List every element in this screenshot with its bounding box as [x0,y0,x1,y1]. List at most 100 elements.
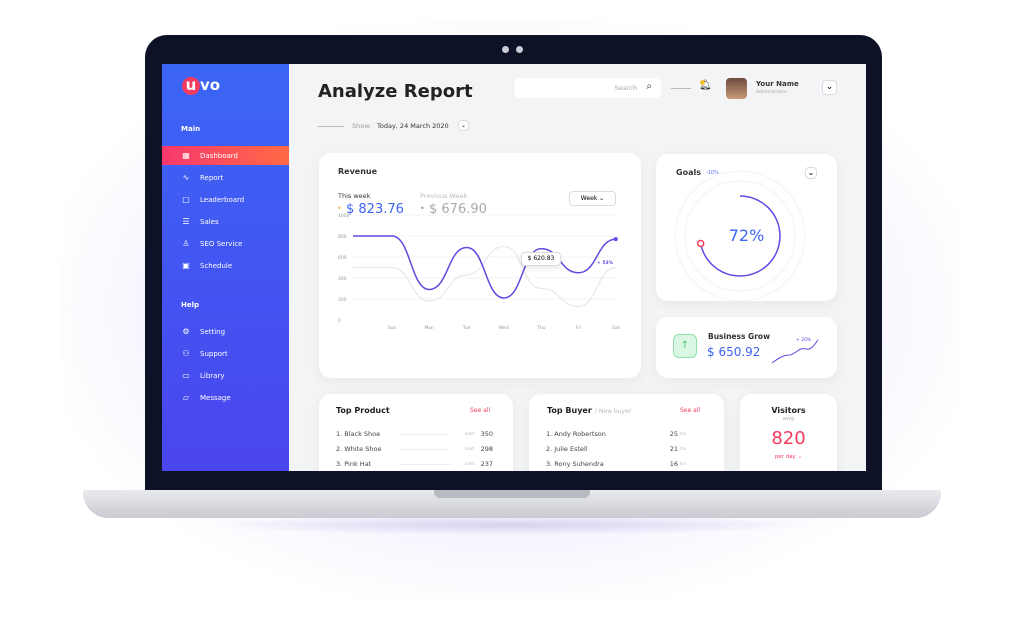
item-value: 237 [480,460,493,468]
dashboard-screen: u vo Main ▦ Dashboard ∿ Report ▢ Leaderboard ☰ S… [162,64,866,471]
chevron-down-icon: ⌄ [460,122,467,129]
sidebar-item-sales[interactable]: ☰ Sales [162,212,289,231]
item-name: 1. Black Shoe [336,430,381,438]
business-grow-card: ↑ Business Grow $ 650.92 + 20% [656,317,837,378]
sidebar-item-message[interactable]: ▱ Message [162,388,289,407]
item-bar [400,448,450,450]
sidebar-item-library[interactable]: ▭ Library [162,366,289,385]
sidebar-item-label: SEO Service [200,239,243,248]
y-tick-label: 200 [338,297,347,303]
search-input[interactable]: Search ⌕ [514,78,661,98]
list-item[interactable]: 3. Pink Hat sold 237 [336,460,496,468]
goals-dropdown[interactable]: ⌄ [805,167,817,179]
this-week-dot: • [337,204,342,213]
goals-marker [696,239,705,248]
top-product-title: Top Product [336,406,390,415]
visitors-value: 820 [771,428,806,449]
series-line-this-week [353,235,616,299]
chevron-down-icon: ⌄ [797,454,803,460]
camera-dot [502,46,509,53]
page-title: Analyze Report [318,81,473,102]
this-week-label: This week [338,192,371,200]
arrow-up-icon: ↑ [673,334,697,358]
visitors-period-dropdown[interactable]: per day ⌄ [774,454,803,460]
list-item[interactable]: 3. Rony Suhendra trx 16 [546,460,706,468]
x-tick-label: Sat [612,325,620,331]
section-main-label: Main [181,125,201,133]
bell-icon[interactable]: 🔔︎ [699,80,712,91]
business-sparkline [771,339,819,364]
series-line-previous-week [352,245,616,307]
list-item[interactable]: 1. Black Shoe sold 350 [336,430,496,438]
sidebar-item-label: Library [200,371,225,380]
sidebar-item-report[interactable]: ∿ Report [162,168,289,187]
laptop-notch [434,490,590,498]
item-name: 3. Pink Hat [336,460,372,468]
users-icon: ⚇ [182,349,190,358]
item-name: 1. Andy Robertson [546,430,606,438]
gear-icon: ⚙ [182,327,190,336]
sidebar-item-label: Sales [200,217,219,226]
list-item[interactable]: 2. White Shoe sold 298 [336,445,496,453]
business-change: + 20% [796,338,812,343]
prev-week-value: $ 676.90 [429,202,487,217]
item-unit: sold [464,446,474,452]
business-title: Business Grow [708,332,770,341]
section-help-label: Help [181,301,200,309]
sidebar-item-dashboard[interactable]: ▦ Dashboard [162,146,289,165]
y-tick-label: 1000 [338,213,350,219]
chevron-down-icon: ⌄ [807,168,815,177]
top-buyer-title: Top Buyer [547,406,592,415]
revenue-chart: 0 200 400 600 800 1000 Sun Mon Tue Wed Thu Fri Sat [338,213,620,331]
list-item[interactable]: 1. Andy Robertson trx 25 [546,430,706,438]
sidebar-item-label: Report [200,173,224,182]
x-tick-label: Mon [425,325,435,331]
prev-week-dot: • [420,204,425,213]
top-buyer-subtitle[interactable]: / New buyer [595,408,632,415]
item-value: 298 [480,445,493,453]
show-label: Show: [352,122,372,130]
date-dropdown[interactable]: ⌄ [458,120,469,131]
item-value: 350 [480,430,493,438]
series-end-point [613,237,618,242]
sidebar-item-support[interactable]: ⚇ Support [162,344,289,363]
item-name: 2. Julie Estell [546,445,588,453]
visitors-title: Visitors [771,406,806,415]
revenue-card: Revenue This week • $ 823.76 Previous We… [319,153,641,378]
sidebar-item-seo-service[interactable]: ♙ SEO Service [162,234,289,253]
end-label: + 53% [597,261,614,266]
sidebar-item-label: Dashboard [200,151,238,160]
goals-progress-arc [699,195,781,277]
list-item[interactable]: 2. Julie Estell trx 21 [546,445,706,453]
sidebar-item-setting[interactable]: ⚙ Setting [162,322,289,341]
visitors-card: Visitors avrg 820 per day ⌄ [740,394,837,471]
y-tick-label: 800 [338,234,347,240]
item-unit: trx [679,446,686,452]
item-name: 2. White Shoe [336,445,382,453]
user-role: Administrator [756,90,787,95]
prev-week-label: Previous Week [420,192,468,200]
laptop-shadow [200,515,820,535]
search-icon[interactable]: ⌕ [646,81,652,92]
logo[interactable]: u vo [182,76,220,95]
see-all-link[interactable]: See all [470,407,491,414]
item-name: 3. Rony Suhendra [546,460,604,468]
goals-card: Goals -10% ⌄ 72% [656,154,837,301]
sidebar-item-schedule[interactable]: ▣ Schedule [162,256,289,275]
period-dropdown[interactable]: Week ⌄ [569,191,616,206]
user-menu-dropdown[interactable]: ⌄ [822,80,837,95]
laptop-base [83,490,941,518]
date-value: Today, 24 March 2020 [377,122,449,130]
x-tick-label: Tue [462,325,471,331]
sidebar-item-label: Leaderboard [200,195,245,204]
chart-tooltip: $ 620.83 [521,252,561,266]
item-unit: trx [679,431,686,437]
item-bar [400,463,450,465]
goals-percent: 72% [728,226,765,245]
folder-icon: ▭ [182,371,190,380]
sidebar-item-leaderboard[interactable]: ▢ Leaderboard [162,190,289,209]
avatar[interactable] [726,78,747,99]
see-all-link[interactable]: See all [680,407,701,414]
camera-dot [516,46,523,53]
goals-title: Goals [676,168,701,177]
